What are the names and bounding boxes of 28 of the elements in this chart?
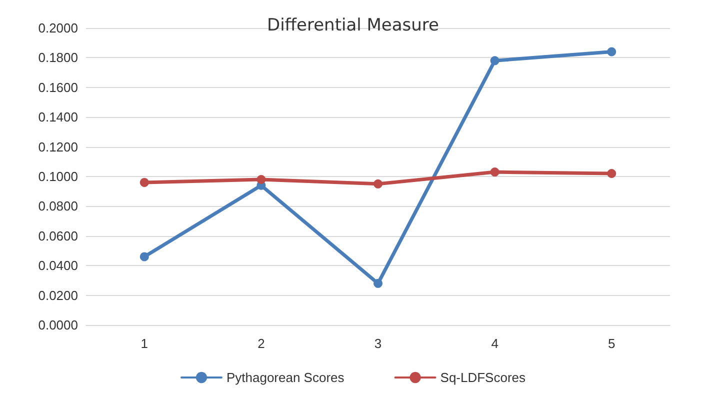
point [607, 169, 616, 178]
y-tick-label: 0.1200 [38, 139, 78, 154]
legend-label: Sq-LDFScores [440, 370, 526, 385]
y-tick-label: 0.0200 [38, 288, 78, 303]
x-tick-label: 5 [608, 336, 616, 351]
point [607, 47, 616, 56]
point [374, 278, 382, 288]
point [140, 252, 149, 262]
point [490, 168, 500, 177]
y-tick-label: 0.2000 [38, 20, 78, 36]
y-tick-label: 0.0600 [38, 228, 78, 244]
y-tick-label: 0.1600 [38, 80, 78, 95]
y-tick-label: 0.1400 [38, 110, 78, 125]
x-tick-label: 3 [374, 336, 382, 351]
y-tick-label: 0.0800 [38, 198, 78, 214]
x-tick-label: 1 [140, 336, 148, 351]
y-tick-label: 0.1800 [38, 50, 78, 66]
point [140, 178, 149, 187]
point [490, 56, 500, 66]
x-tick-label: 4 [491, 336, 498, 351]
chart-title: Differential Measure [266, 16, 440, 36]
legend-label: Pythagorean Scores [226, 370, 345, 385]
y-tick-label: 0.0400 [38, 258, 78, 274]
point [256, 174, 266, 184]
point [374, 179, 382, 188]
y-tick-label: 0.0000 [38, 318, 78, 332]
y-tick-label: 0.1000 [38, 169, 78, 184]
x-tick-label: 2 [258, 336, 265, 351]
